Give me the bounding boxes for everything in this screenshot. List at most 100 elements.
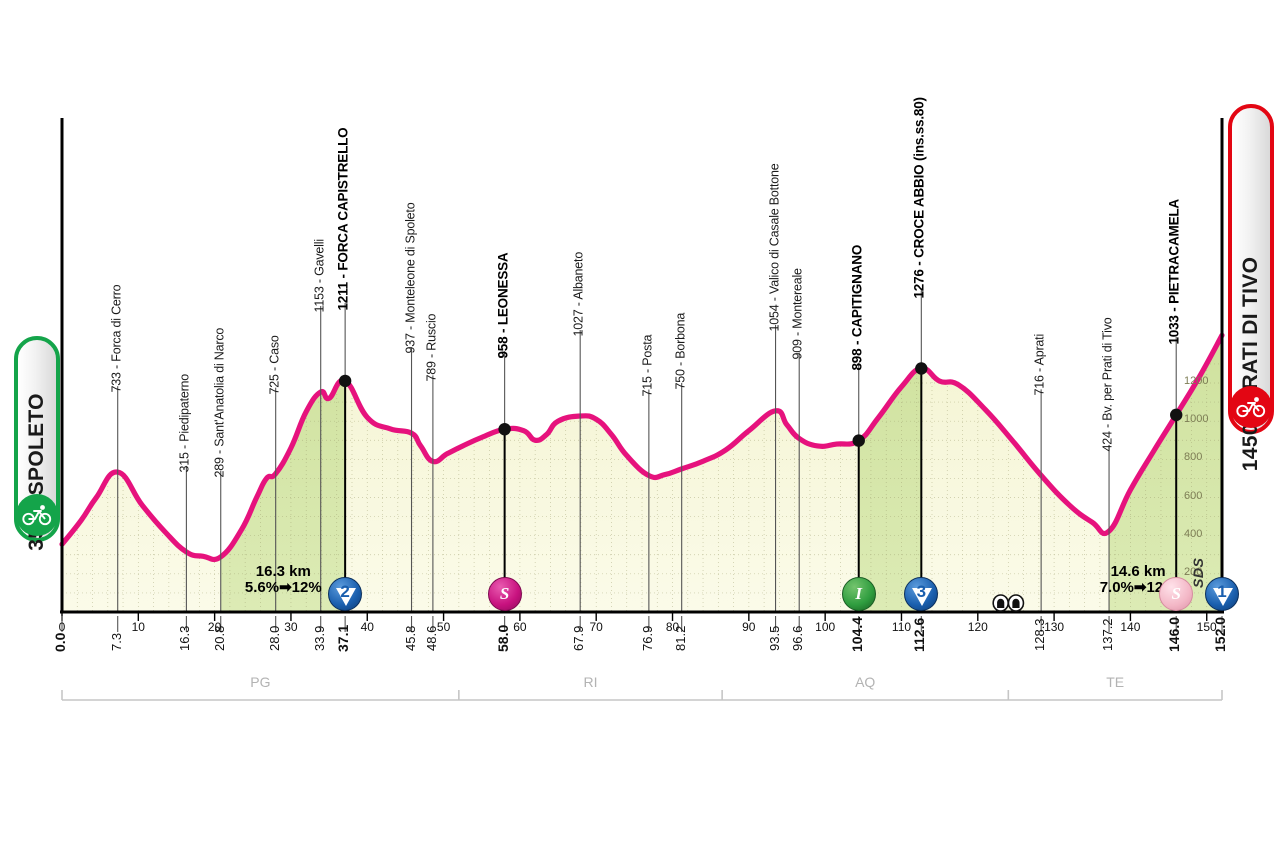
x-axis-tick-label: 70 — [589, 620, 603, 634]
point-label: 898 - CAPITIGNANO — [849, 244, 865, 371]
start-icon-circle — [16, 494, 58, 536]
point-label: 1153 - Gavelli — [312, 239, 327, 313]
gradient-distance: 16.3 km — [255, 563, 311, 580]
tunnel-icon-2 — [1007, 594, 1025, 612]
point-label: 725 - Caso — [267, 334, 282, 395]
x-axis-tick-label: 120 — [967, 620, 988, 634]
gpm-triangle-icon — [1213, 588, 1233, 606]
sprint-letter: S — [499, 584, 510, 603]
elevation-tick-label: 1200 — [1184, 375, 1209, 387]
x-axis-tick-label: 80 — [665, 620, 680, 634]
point-marker-dot — [338, 374, 352, 388]
x-axis-tick-label: 90 — [742, 620, 756, 634]
climb-segment — [1109, 335, 1222, 612]
x-axis-tick-label: 110 — [891, 620, 912, 634]
point-label: 315 - Piedipaterno — [177, 373, 192, 473]
km-mark-label: 137.2 — [1100, 618, 1116, 651]
x-axis-tick-label: 100 — [815, 620, 836, 634]
gradient-distance: 14.6 km — [1110, 563, 1166, 580]
x-axis-tick-label: 30 — [284, 620, 298, 634]
km-mark-label: 152.0 — [1212, 616, 1228, 652]
point-label: 733 - Forca di Cerro — [109, 284, 124, 393]
elevation-tick-label: 1000 — [1184, 413, 1209, 426]
point-label: 1033 - PIETRACAMELA — [1166, 198, 1182, 345]
x-axis-tick-label: 10 — [131, 620, 145, 634]
sprint-badge-pietracamela[interactable]: S — [1159, 577, 1194, 611]
x-axis-tick-label: 60 — [513, 620, 527, 634]
point-label: 909 - Montereale — [790, 267, 805, 359]
cyclist-icon — [22, 505, 52, 526]
gradient-percent: 5.6%➡︎12% — [244, 579, 322, 597]
sprint-badge-leonessa[interactable]: S — [487, 577, 522, 611]
km-mark-label: 0.0 — [52, 632, 68, 652]
km-mark-label: 37.1 — [335, 624, 352, 652]
km-mark-label: 67.9 — [571, 625, 587, 651]
elevation-tick-label: 200 — [1184, 565, 1203, 578]
point-marker-dot — [852, 434, 865, 447]
point-marker-dot — [1170, 408, 1183, 422]
sprint-letter: S — [1171, 584, 1181, 603]
x-axis-tick-label: 40 — [360, 620, 374, 634]
elevation-tick-label: 600 — [1184, 489, 1203, 502]
point-label: 750 - Borbona — [673, 312, 688, 390]
x-axis-tick-label: 140 — [1120, 620, 1141, 634]
gpm-category-2-badge[interactable]: 2 — [328, 577, 363, 611]
km-mark-label: 48.6 — [423, 625, 439, 651]
km-mark-label: 33.9 — [311, 625, 327, 651]
province-label: RI — [583, 674, 598, 690]
km-mark-label: 146.0 — [1166, 616, 1183, 652]
km-mark-label: 58.0 — [494, 624, 511, 652]
x-axis-tick-label: 20 — [207, 620, 222, 634]
finish-marker[interactable]: 1450 - PRATI DI TIVO — [1228, 104, 1274, 471]
gradient-info-box: 14.6 km 7.0%➡︎12% — [1076, 563, 1200, 597]
gpm-category-3-badge[interactable]: 3 — [904, 577, 939, 611]
gradient-percent: 7.0%➡︎12% — [1099, 579, 1177, 597]
km-mark-label: 7.3 — [108, 632, 124, 651]
point-label: 1027 - Albaneto — [571, 251, 586, 337]
point-label: 715 - Posta — [640, 334, 655, 397]
point-label: 958 - LEONESSA — [495, 252, 511, 359]
km-mark-label: 20.8 — [211, 625, 227, 651]
km-mark-label: 104.4 — [848, 616, 865, 652]
elevation-tick-label: 800 — [1184, 451, 1203, 464]
km-mark-label: 16.3 — [177, 625, 193, 651]
tunnel-icon-1 — [992, 594, 1009, 612]
point-marker-dot — [915, 362, 928, 375]
km-mark-label: 45.8 — [402, 625, 418, 651]
point-marker-dot — [498, 422, 511, 436]
province-label: TE — [1106, 674, 1125, 690]
gpm-triangle-icon — [336, 588, 357, 606]
gpm-category-1-badge[interactable]: 1 — [1205, 577, 1239, 611]
x-axis-tick-label: 0 — [58, 620, 66, 634]
x-axis-tick-label: 130 — [1044, 620, 1065, 634]
point-label: 289 - Sant'Anatolia di Narco — [212, 327, 227, 478]
elevation-tick-label: 400 — [1184, 527, 1203, 540]
finish-label: 1450 - PRATI DI TIVO — [1239, 256, 1262, 472]
start-marker[interactable]: 355 - SPOLETO — [14, 336, 60, 551]
intermediate-badge-capitignano[interactable]: I — [841, 577, 876, 611]
finish-icon-circle — [1230, 386, 1272, 428]
province-label: AQ — [855, 674, 876, 690]
x-axis-tick-label: 50 — [436, 620, 451, 634]
point-label: 789 - Ruscio — [424, 314, 439, 382]
gpm-triangle-icon — [912, 588, 933, 606]
km-mark-label: 81.2 — [672, 625, 688, 651]
point-label: 424 - Bv. per Prati di Tivo — [1100, 317, 1115, 452]
km-mark-label: 76.9 — [639, 625, 655, 651]
km-mark-label: 93.5 — [766, 625, 782, 651]
point-label: 937 - Monteleone di Spoleto — [403, 202, 417, 354]
km-mark-label: 128.3 — [1032, 618, 1048, 651]
km-mark-label: 28.0 — [266, 625, 282, 651]
x-axis-tick-label: 150 — [1196, 620, 1217, 634]
point-label: 1276 - CROCE ABBIO (ins.ss.80) — [911, 96, 927, 298]
province-label: PG — [250, 674, 271, 690]
cyclist-icon — [1236, 397, 1266, 418]
intermediate-letter: I — [855, 584, 862, 603]
km-mark-label: 112.6 — [911, 617, 928, 652]
gradient-info-box: 16.3 km 5.6%➡︎12% — [221, 563, 345, 597]
point-label: 1054 - Valico di Casale Bottone — [767, 163, 782, 332]
sds-marker: SDS — [1190, 557, 1206, 588]
point-label: 716 - Aprati — [1032, 334, 1047, 396]
